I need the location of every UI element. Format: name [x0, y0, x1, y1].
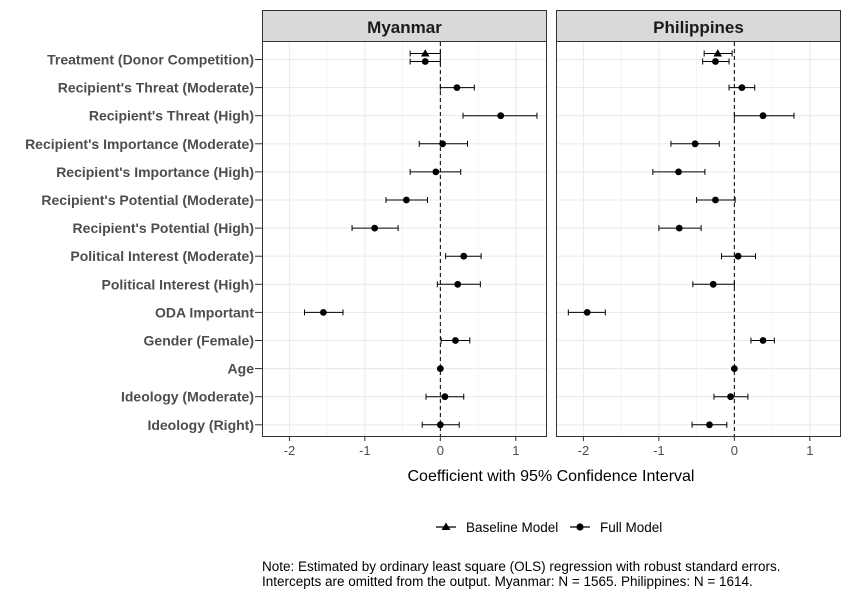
- full-point: [402, 196, 410, 204]
- note-line-2: Intercepts are omitted from the output. …: [262, 574, 753, 589]
- x-tick-label: -1: [359, 443, 371, 458]
- y-tick-label: Political Interest (High): [102, 276, 254, 292]
- legend-item-baseline: Baseline Model: [436, 520, 558, 535]
- baseline-point: [420, 49, 430, 57]
- panel-philippines: Philippines -2 -1 0 1: [556, 10, 841, 458]
- full-point: [439, 140, 447, 148]
- full-point: [738, 84, 746, 91]
- full-point: [319, 309, 327, 316]
- full-point: [436, 365, 444, 372]
- panel-philippines-border: [556, 41, 841, 437]
- y-axis-labels: Treatment (Donor Competition) Recipient's…: [25, 52, 262, 433]
- x-tick-label: -1: [653, 443, 665, 458]
- full-point: [675, 168, 682, 176]
- y-tick-label: Treatment (Donor Competition): [47, 52, 254, 68]
- x-tick-label: 0: [731, 443, 738, 458]
- full-point: [452, 337, 459, 344]
- baseline-point: [713, 49, 723, 57]
- y-tick-label: Recipient's Potential (High): [73, 220, 254, 236]
- full-point: [759, 112, 767, 120]
- full-point: [709, 280, 717, 288]
- full-point: [421, 58, 429, 65]
- panel-philippines-xticks: -2 -1 0 1: [578, 436, 813, 458]
- y-tick-label: Ideology (Right): [147, 417, 254, 433]
- full-point: [371, 224, 379, 232]
- full-point: [432, 168, 440, 176]
- y-tick-label: Recipient's Importance (High): [56, 164, 254, 180]
- legend-baseline-label: Baseline Model: [466, 520, 558, 535]
- x-axis-title: Coefficient with 95% Confidence Interval: [408, 468, 695, 485]
- panel-myanmar-title: Myanmar: [367, 18, 442, 37]
- y-tick-label: Gender (Female): [144, 333, 254, 349]
- panel-myanmar-border: [262, 41, 547, 437]
- x-tick-label: 0: [437, 443, 444, 458]
- panel-philippines-grid: [557, 42, 840, 436]
- x-tick-label: -2: [284, 443, 296, 458]
- panel-philippines-marks: [567, 42, 795, 436]
- full-point: [583, 309, 591, 316]
- panel-myanmar-grid: [263, 42, 546, 436]
- full-point: [759, 337, 767, 344]
- x-tick-label: -2: [578, 443, 590, 458]
- full-point: [460, 252, 468, 260]
- legend-baseline-triangle-icon: [441, 522, 451, 530]
- note-line-1: Note: Estimated by ordinary least square…: [262, 559, 780, 574]
- full-point: [730, 365, 738, 372]
- full-point: [436, 421, 444, 429]
- y-tick-label: ODA Important: [155, 304, 254, 320]
- full-point: [454, 280, 462, 288]
- panel-myanmar: Myanmar -2 -1 0 1: [262, 10, 547, 458]
- full-point: [675, 224, 683, 232]
- x-tick-label: 1: [512, 443, 519, 458]
- full-point: [706, 421, 713, 429]
- y-tick-label: Recipient's Threat (Moderate): [58, 80, 254, 96]
- panel-philippines-strip: [556, 10, 841, 42]
- y-tick-label: Age: [228, 361, 255, 377]
- full-point: [453, 84, 461, 91]
- y-tick-label: Political Interest (Moderate): [70, 248, 254, 264]
- y-tick-label: Ideology (Moderate): [121, 389, 254, 405]
- panel-myanmar-strip: [262, 10, 547, 42]
- panel-myanmar-xticks: -2 -1 0 1: [284, 436, 519, 458]
- legend-full-label: Full Model: [600, 520, 662, 535]
- y-tick-label: Recipient's Importance (Moderate): [25, 136, 254, 152]
- full-point: [734, 252, 742, 260]
- full-point: [497, 112, 505, 120]
- legend-full-circle-icon: [576, 523, 584, 531]
- full-point: [727, 393, 734, 401]
- full-point: [691, 140, 699, 148]
- panel-myanmar-marks: [304, 42, 538, 436]
- y-tick-label: Recipient's Potential (Moderate): [41, 192, 254, 208]
- y-tick-label: Recipient's Threat (High): [89, 108, 254, 124]
- full-point: [712, 58, 719, 65]
- panel-philippines-title: Philippines: [653, 18, 744, 37]
- x-tick-label: 1: [806, 443, 813, 458]
- full-point: [441, 393, 449, 401]
- legend: Baseline Model Full Model: [436, 520, 662, 535]
- full-point: [712, 196, 719, 204]
- legend-item-full: Full Model: [570, 520, 662, 535]
